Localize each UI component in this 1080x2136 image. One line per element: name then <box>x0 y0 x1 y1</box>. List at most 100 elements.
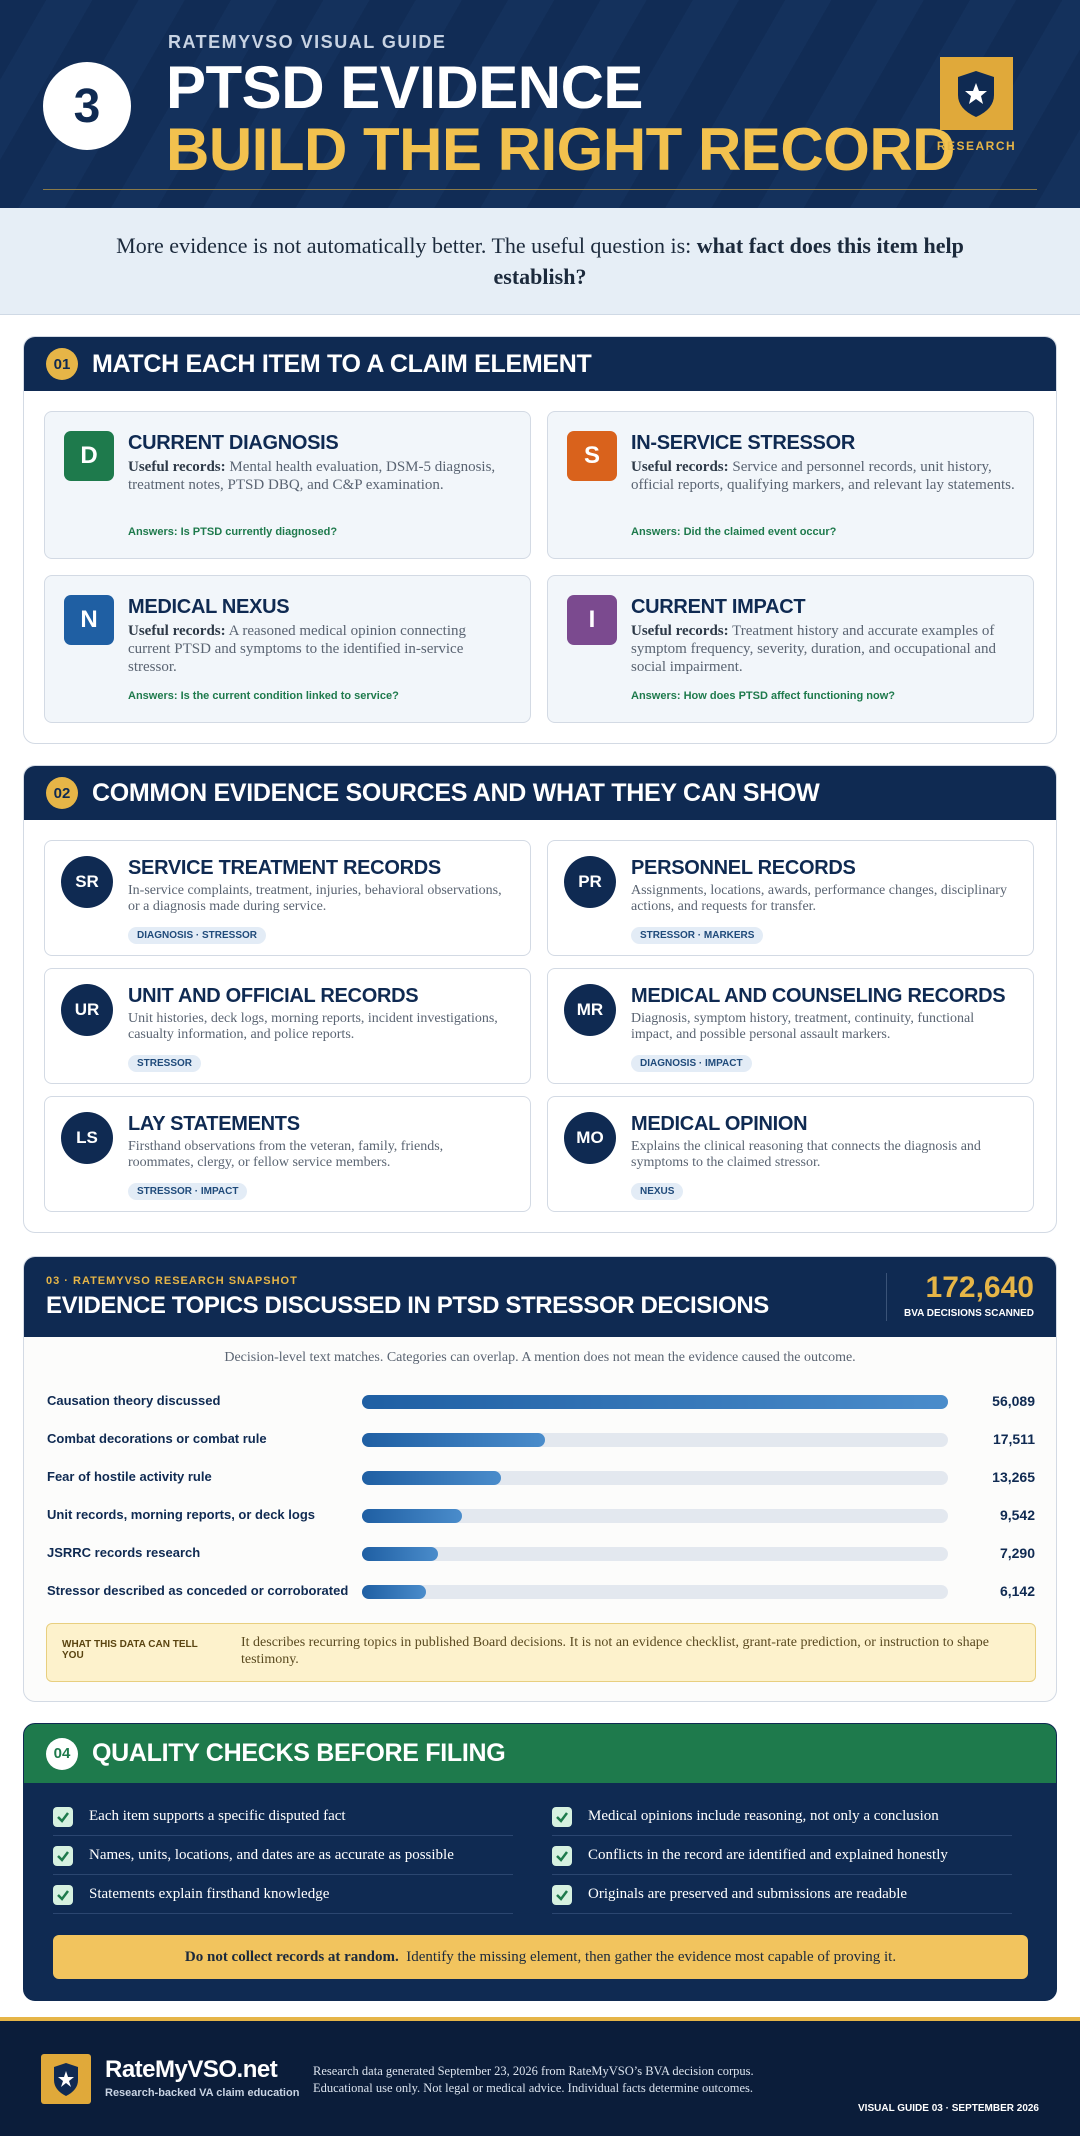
divider <box>886 1273 887 1321</box>
intro-text: More evidence is not automatically bette… <box>110 230 970 292</box>
letter-tile: I <box>567 595 617 645</box>
section-evidence-sources: 02 COMMON EVIDENCE SOURCES AND WHAT THEY … <box>23 765 1057 1233</box>
check-text: Medical opinions include reasoning, not … <box>588 1808 939 1824</box>
title-line2: BUILD THE RIGHT RECORD <box>166 116 955 183</box>
data-note: WHAT THIS DATA CAN TELL YOU It describes… <box>46 1623 1036 1682</box>
bar-value: 17,511 <box>992 1431 1035 1447</box>
card-title: IN-SERVICE STRESSOR <box>631 432 855 454</box>
bar-row: JSRRC records research 7,290 <box>24 1541 1056 1565</box>
section-number: 02 <box>46 777 78 809</box>
source-text: Explains the clinical reasoning that con… <box>631 1139 981 1170</box>
source-abbr: UR <box>61 984 113 1036</box>
guide-number: 3 <box>43 62 131 150</box>
claim-element-card: I CURRENT IMPACT Useful records: Treatment… <box>547 575 1034 723</box>
source-card: MO MEDICAL OPINION Explains the clinical r… <box>547 1096 1034 1212</box>
footer-rule <box>0 2017 1080 2021</box>
footer-tagline: Research-backed VA claim education <box>105 2087 300 2099</box>
check-text: Originals are preserved and submissions … <box>588 1886 908 1902</box>
source-abbr: SR <box>61 856 113 908</box>
card-title: CURRENT IMPACT <box>631 596 806 618</box>
source-abbr: MR <box>564 984 616 1036</box>
bar-label: Causation theory discussed <box>47 1393 221 1408</box>
source-title: SERVICE TREATMENT RECORDS <box>128 857 441 879</box>
bar-row: Unit records, morning reports, or deck l… <box>24 1503 1056 1527</box>
claim-element-card: N MEDICAL NEXUS Useful records: A reasoned… <box>44 575 531 723</box>
check-icon <box>552 1806 572 1827</box>
source-title: UNIT AND OFFICIAL RECORDS <box>128 985 419 1007</box>
source-tag: STRESSOR <box>128 1055 202 1072</box>
bar-track <box>362 1395 948 1409</box>
note-label: WHAT THIS DATA CAN TELL YOU <box>62 1639 198 1661</box>
source-tag: STRESSOR · MARKERS <box>631 927 764 944</box>
check-icon <box>53 1884 73 1905</box>
bar-row: Stressor described as conceded or corrob… <box>24 1579 1056 1603</box>
source-text: Assignments, locations, awards, performa… <box>631 883 1007 914</box>
section-title: COMMON EVIDENCE SOURCES AND WHAT THEY CA… <box>92 778 820 807</box>
bar <box>362 1509 462 1523</box>
card-text: Useful records: A reasoned medical opini… <box>128 622 512 676</box>
footer-line: Research data generated September 23, 20… <box>313 2064 754 2078</box>
bar-track <box>362 1471 948 1485</box>
source-tag: DIAGNOSIS · IMPACT <box>631 1055 752 1072</box>
source-card: SR SERVICE TREATMENT RECORDS In-service co… <box>44 840 531 956</box>
card-answer: Answers: Is the current condition linked… <box>128 690 399 702</box>
card-title: MEDICAL NEXUS <box>128 596 290 618</box>
bar-label: Unit records, morning reports, or deck l… <box>47 1507 315 1522</box>
bar-row: Combat decorations or combat rule 17,511 <box>24 1427 1056 1451</box>
card-text-label: Useful records: <box>631 459 729 475</box>
total-label: BVA DECISIONS SCANNED <box>903 1308 1034 1319</box>
section-claim-elements: 01 MATCH EACH ITEM TO A CLAIM ELEMENT D CU… <box>23 336 1057 744</box>
header: 3 RATEMYVSO VISUAL GUIDE PTSD EVIDENCE B… <box>0 0 1080 208</box>
callout-text: Identify the missing element, then gathe… <box>406 1948 897 1965</box>
source-title: PERSONNEL RECORDS <box>631 857 856 879</box>
snapshot-header: 03 · RATEMYVSO RESEARCH SNAPSHOT EVIDENC… <box>24 1257 1056 1337</box>
bar-label: Stressor described as conceded or corrob… <box>47 1583 349 1598</box>
section-number: 04 <box>46 1737 78 1770</box>
footer-logo <box>41 2054 91 2104</box>
source-title: LAY STATEMENTS <box>128 1113 300 1135</box>
check-text: Statements explain firsthand knowledge <box>89 1886 330 1902</box>
section-title: MATCH EACH ITEM TO A CLAIM ELEMENT <box>92 349 592 378</box>
bar-value: 9,542 <box>999 1507 1035 1523</box>
source-abbr: MO <box>564 1112 616 1164</box>
check-item: Originals are preserved and submissions … <box>552 1876 1012 1914</box>
check-text: Names, units, locations, and dates are a… <box>89 1847 454 1863</box>
bar-row: Causation theory discussed 56,089 <box>24 1389 1056 1413</box>
source-text: In-service complaints, treatment, injuri… <box>128 883 502 914</box>
badge-label: RESEARCH <box>936 139 1017 153</box>
section-quality-checks: 04 QUALITY CHECKS BEFORE FILING Each item… <box>23 1723 1057 2001</box>
card-text-body: Mental health evaluation, DSM-5 diagnosi… <box>128 459 496 493</box>
source-text: Diagnosis, symptom history, treatment, c… <box>631 1011 975 1042</box>
eyebrow: RATEMYVSO VISUAL GUIDE <box>168 32 447 52</box>
letter-tile: D <box>64 431 114 481</box>
check-text: Conflicts in the record are identified a… <box>588 1847 948 1863</box>
check-icon <box>53 1845 73 1866</box>
intro: More evidence is not automatically bette… <box>0 208 1080 315</box>
source-abbr: LS <box>61 1112 113 1164</box>
check-icon <box>552 1845 572 1866</box>
footer: RateMyVSO.net Research-backed VA claim e… <box>0 2021 1080 2136</box>
bar-label: Combat decorations or combat rule <box>47 1431 267 1446</box>
card-text-body: A reasoned medical opinion connecting cu… <box>128 623 466 675</box>
card-title: CURRENT DIAGNOSIS <box>128 432 339 454</box>
bar <box>362 1471 501 1485</box>
check-item: Each item supports a specific disputed f… <box>53 1798 513 1836</box>
source-abbr: PR <box>564 856 616 908</box>
check-item: Conflicts in the record are identified a… <box>552 1837 1012 1875</box>
callout-bold: Do not collect records at random. <box>184 1948 399 1965</box>
intro-lead: More evidence is not automatically bette… <box>116 233 692 258</box>
bar-value: 13,265 <box>992 1469 1035 1485</box>
source-card: MR MEDICAL AND COUNSELING RECORDS Diagnosi… <box>547 968 1034 1084</box>
check-item: Names, units, locations, and dates are a… <box>53 1837 513 1875</box>
claim-element-card: S IN-SERVICE STRESSOR Useful records: Serv… <box>547 411 1034 559</box>
bar-value: 6,142 <box>999 1583 1035 1599</box>
bar-track <box>362 1509 948 1523</box>
source-tag: DIAGNOSIS · STRESSOR <box>128 927 267 944</box>
source-text: Unit histories, deck logs, morning repor… <box>128 1011 498 1042</box>
card-answer: Answers: Did the claimed event occur? <box>631 526 837 538</box>
section-header: 04 QUALITY CHECKS BEFORE FILING <box>24 1724 1056 1783</box>
claim-element-card: D CURRENT DIAGNOSIS Useful records: Mental… <box>44 411 531 559</box>
bar-track <box>362 1547 948 1561</box>
footer-brand: RateMyVSO.net <box>105 2056 278 2083</box>
